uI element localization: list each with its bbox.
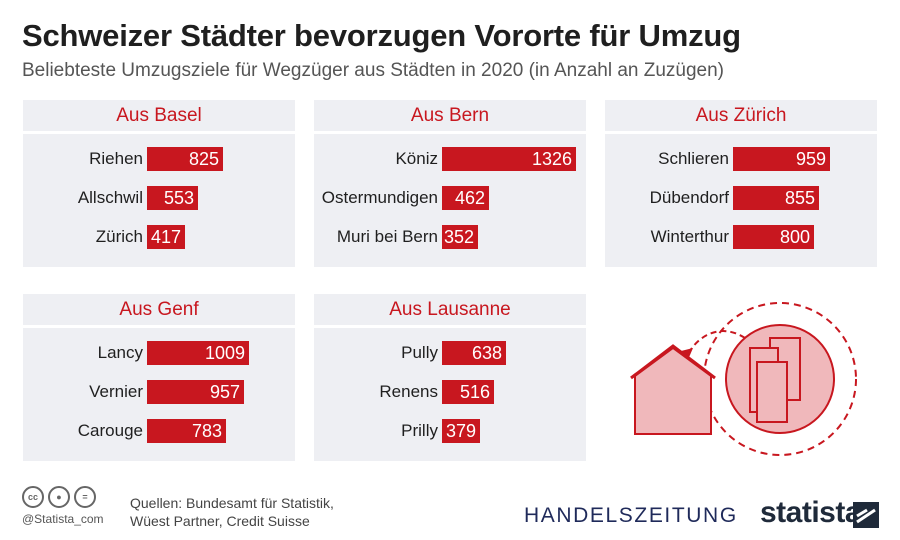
bar-row: Riehen 825 bbox=[23, 147, 295, 171]
panel-title: Aus Bern bbox=[314, 100, 586, 131]
bar: 957 bbox=[147, 380, 244, 404]
bar-label: Carouge bbox=[77, 421, 143, 440]
bar-row: Zürich 417 bbox=[23, 225, 295, 249]
bar-value: 379 bbox=[445, 421, 476, 441]
bar-row: Köniz 1326 bbox=[314, 147, 586, 171]
bar-row: Ostermundigen 462 bbox=[314, 186, 586, 210]
bar-label: Winterthur bbox=[650, 227, 729, 246]
bar: 1326 bbox=[442, 147, 576, 171]
bar-label: Köniz bbox=[395, 149, 438, 168]
bar-value: 959 bbox=[795, 149, 826, 169]
bar-label: Pully bbox=[401, 343, 438, 362]
city-panel: Aus Bern Köniz 1326 Ostermundigen 462 Muri be… bbox=[314, 100, 586, 267]
bar-label: Riehen bbox=[89, 149, 143, 168]
by-icon: ● bbox=[48, 486, 70, 508]
bar-row: Pully 638 bbox=[314, 341, 586, 365]
bar: 1009 bbox=[147, 341, 249, 365]
bar-row: Allschwil 553 bbox=[23, 186, 295, 210]
bar-row: Carouge 783 bbox=[23, 419, 295, 443]
bar-value: 957 bbox=[209, 382, 240, 402]
handelszeitung-logo[interactable]: HANDELSZEITUNG bbox=[524, 504, 738, 527]
bar: 959 bbox=[733, 147, 830, 171]
chart-title: Schweizer Städter bevorzugen Vororte für… bbox=[22, 18, 741, 53]
bar-label: Dübendorf bbox=[649, 188, 729, 207]
bar-label: Lancy bbox=[97, 343, 143, 362]
bar-value: 352 bbox=[443, 227, 474, 247]
statista-handle: @Statista_com bbox=[22, 512, 104, 526]
bar-row: Renens 516 bbox=[314, 380, 586, 404]
bar: 352 bbox=[442, 225, 478, 249]
panel-body: Köniz 1326 Ostermundigen 462 Muri bei Bern 35… bbox=[314, 134, 586, 267]
bar-row: Lancy 1009 bbox=[23, 341, 295, 365]
sources-line-2: Wüest Partner, Credit Suisse bbox=[130, 513, 310, 529]
bar-row: Prilly 379 bbox=[314, 419, 586, 443]
panel-title: Aus Lausanne bbox=[314, 294, 586, 325]
bar: 379 bbox=[442, 419, 480, 443]
panel-title: Aus Zürich bbox=[605, 100, 877, 131]
bar-label: Ostermundigen bbox=[321, 188, 438, 207]
bar-value: 553 bbox=[163, 188, 194, 208]
bar-value: 800 bbox=[779, 227, 810, 247]
license-icons: cc ● = bbox=[22, 486, 96, 508]
panel-title: Aus Basel bbox=[23, 100, 295, 131]
panel-body: Schlieren 959 Dübendorf 855 Winterthur 800 bbox=[605, 134, 877, 267]
panel-body: Riehen 825 Allschwil 553 Zürich 417 bbox=[23, 134, 295, 267]
bar: 638 bbox=[442, 341, 506, 365]
city-panel: Aus Genf Lancy 1009 Vernier 957 Carouge 783 bbox=[23, 294, 295, 461]
bar-label: Prilly bbox=[401, 421, 438, 440]
bar: 800 bbox=[733, 225, 814, 249]
bar-value: 783 bbox=[191, 421, 222, 441]
statista-mark-icon bbox=[853, 502, 879, 528]
panel-body: Pully 638 Renens 516 Prilly 379 bbox=[314, 328, 586, 461]
bar-value: 855 bbox=[784, 188, 815, 208]
sources-line-1: Quellen: Bundesamt für Statistik, bbox=[130, 495, 334, 511]
chart-subtitle: Beliebteste Umzugsziele für Wegzüger aus… bbox=[22, 60, 725, 81]
cc-icon: cc bbox=[22, 486, 44, 508]
bar: 825 bbox=[147, 147, 223, 171]
panel-title: Aus Genf bbox=[23, 294, 295, 325]
bar-row: Winterthur 800 bbox=[605, 225, 877, 249]
bar-value: 1326 bbox=[531, 149, 572, 169]
city-circle-icon bbox=[703, 302, 857, 456]
bar-row: Muri bei Bern 352 bbox=[314, 225, 586, 249]
city-panel: Aus Lausanne Pully 638 Renens 516 Prilly 379 bbox=[314, 294, 586, 461]
house-roof-icon bbox=[630, 344, 716, 380]
statista-logo[interactable]: statista bbox=[760, 496, 862, 529]
bar: 516 bbox=[442, 380, 494, 404]
bar-value: 638 bbox=[471, 343, 502, 363]
bar: 553 bbox=[147, 186, 198, 210]
sources: Quellen: Bundesamt für Statistik, Wüest … bbox=[130, 494, 334, 530]
bar-value: 462 bbox=[454, 188, 485, 208]
bar-label: Muri bei Bern bbox=[336, 227, 438, 246]
panel-body: Lancy 1009 Vernier 957 Carouge 783 bbox=[23, 328, 295, 461]
move-illustration-icon bbox=[630, 302, 857, 456]
bar-label: Renens bbox=[379, 382, 438, 401]
building-icon bbox=[756, 361, 788, 423]
bar-row: Vernier 957 bbox=[23, 380, 295, 404]
bar: 783 bbox=[147, 419, 226, 443]
bar-row: Schlieren 959 bbox=[605, 147, 877, 171]
city-panel: Aus Basel Riehen 825 Allschwil 553 Zürich 417 bbox=[23, 100, 295, 267]
bar-value: 1009 bbox=[204, 343, 245, 363]
bar: 462 bbox=[442, 186, 489, 210]
house-icon bbox=[634, 346, 712, 435]
bar-label: Vernier bbox=[89, 382, 143, 401]
bar-label: Schlieren bbox=[658, 149, 729, 168]
bar-value: 825 bbox=[188, 149, 219, 169]
bar-label: Zürich bbox=[95, 227, 143, 246]
bar-row: Dübendorf 855 bbox=[605, 186, 877, 210]
bar-value: 417 bbox=[150, 227, 181, 247]
bar-value: 516 bbox=[459, 382, 490, 402]
city-panel: Aus Zürich Schlieren 959 Dübendorf 855 Winter… bbox=[605, 100, 877, 267]
bar: 417 bbox=[147, 225, 185, 249]
bar: 855 bbox=[733, 186, 819, 210]
bar-label: Allschwil bbox=[77, 188, 143, 207]
nd-icon: = bbox=[74, 486, 96, 508]
